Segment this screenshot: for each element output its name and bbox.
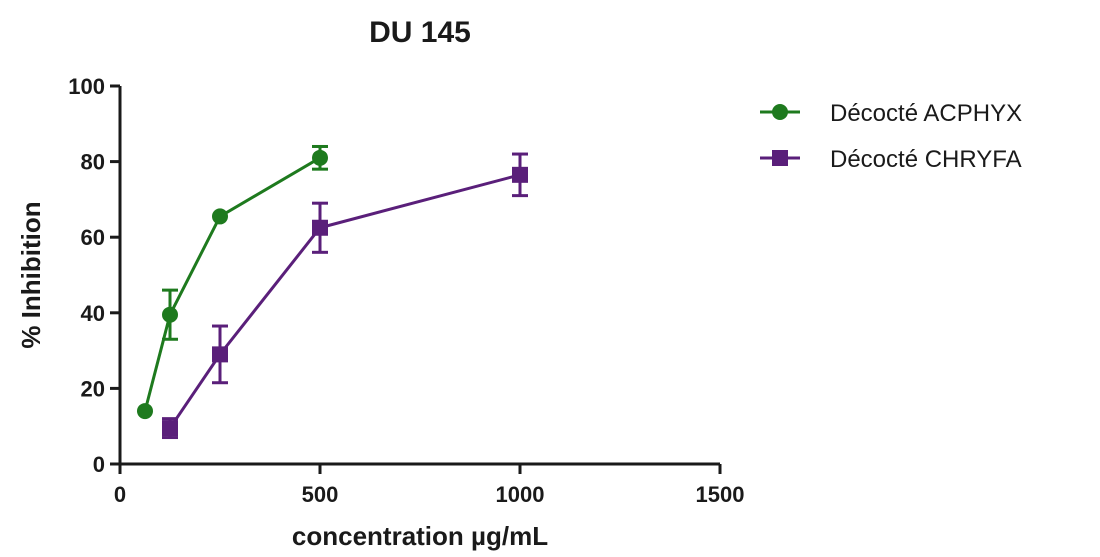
series-2 [162, 152, 528, 440]
y-axis-label: % Inhibition [16, 201, 46, 348]
data-point [212, 208, 228, 225]
data-point [312, 219, 328, 236]
y-tick-label: 40 [81, 301, 105, 326]
data-point [162, 420, 178, 437]
x-axis: 0 500 1000 1500 [114, 462, 745, 507]
legend-marker [772, 150, 788, 166]
series-1 [137, 144, 328, 420]
chart-title: DU 145 [369, 16, 471, 49]
data-point [137, 403, 153, 420]
x-tick-label: 1500 [696, 482, 745, 507]
data-point [312, 149, 328, 166]
series-line [143, 156, 321, 412]
y-tick-label: 80 [81, 150, 105, 175]
legend-label: Décocté CHRYFA [830, 146, 1022, 173]
y-tick-label: 100 [68, 74, 105, 99]
data-point [162, 306, 178, 323]
x-axis-label: concentration µg/mL [292, 521, 548, 551]
series-line [168, 173, 521, 429]
data-point [212, 346, 228, 363]
y-tick-label: 0 [93, 452, 105, 477]
series-layer [137, 144, 528, 440]
x-tick-label: 0 [114, 482, 126, 507]
legend-item-1: Décocté ACPHYX [760, 100, 1022, 127]
x-tick-label: 1000 [496, 482, 545, 507]
y-tick-label: 60 [81, 225, 105, 250]
x-tick-label: 500 [302, 482, 339, 507]
legend: Décocté ACPHYX Décocté CHRYFA [760, 100, 1022, 173]
legend-item-2: Décocté CHRYFA [760, 146, 1022, 173]
legend-label: Décocté ACPHYX [830, 100, 1022, 127]
y-tick-label: 20 [81, 376, 105, 401]
y-axis: 0 20 40 60 80 100 [68, 74, 122, 477]
data-point [512, 166, 528, 183]
legend-marker [772, 104, 788, 120]
